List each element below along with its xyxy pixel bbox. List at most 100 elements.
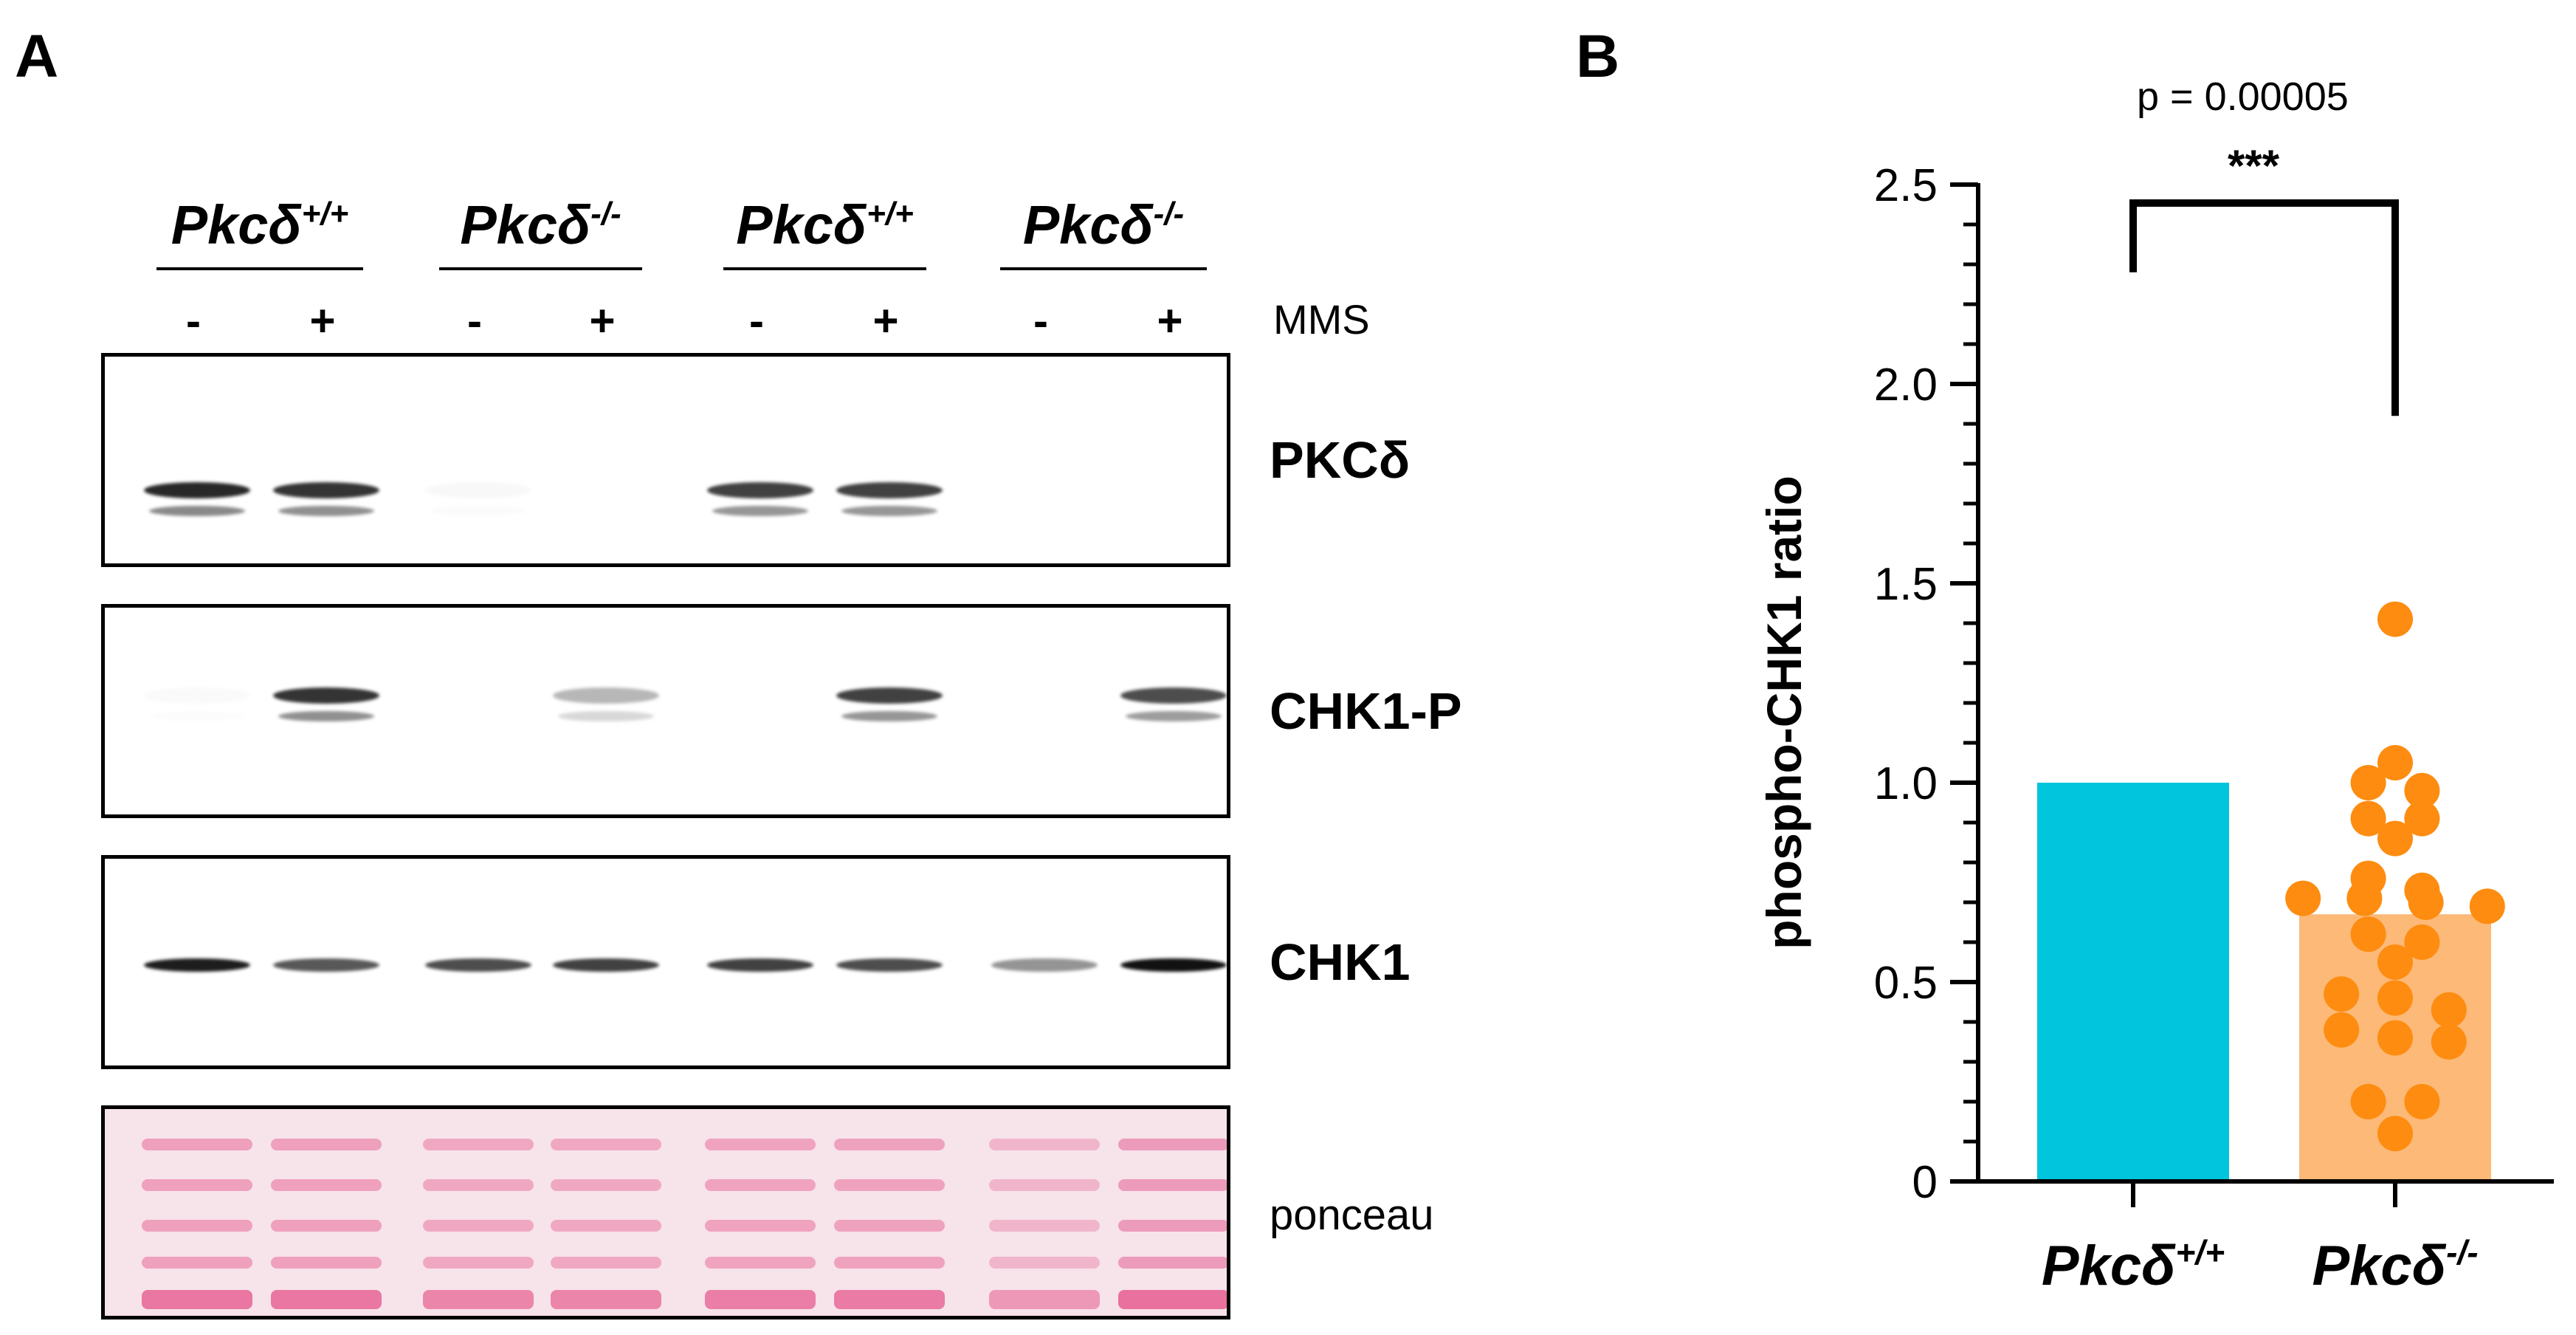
ponceau-band xyxy=(989,1290,1100,1309)
genotype-label: Pkcδ+/+ xyxy=(156,193,363,256)
protein-band xyxy=(836,482,943,498)
protein-band-lower xyxy=(841,506,937,516)
genotype-name: Pkcδ xyxy=(460,194,591,255)
ponceau-band xyxy=(142,1257,252,1269)
panel-letter-b: B xyxy=(1576,23,1620,90)
data-point xyxy=(2346,880,2383,916)
protein-band xyxy=(991,958,1098,972)
ponceau-band xyxy=(423,1257,534,1269)
data-point xyxy=(2404,772,2440,809)
protein-band-lower xyxy=(149,506,245,516)
mms-treatment-sign: + xyxy=(309,296,336,346)
genotype-underline xyxy=(723,267,926,270)
ponceau-band xyxy=(271,1179,382,1191)
blot-strip xyxy=(101,604,1230,818)
protein-band-lower xyxy=(841,711,937,721)
ponceau-band xyxy=(423,1290,534,1309)
y-tick-label: 2.0 xyxy=(1874,360,1938,411)
data-point xyxy=(2350,800,2386,837)
blot-strip xyxy=(101,353,1230,567)
genotype-label: Pkcδ+/+ xyxy=(723,193,926,256)
significance-bracket xyxy=(2129,199,2399,416)
protein-band xyxy=(144,482,250,498)
protein-band-lower xyxy=(558,711,654,721)
ponceau-band xyxy=(142,1179,252,1191)
ponceau-band xyxy=(1118,1179,1227,1191)
ponceau-band xyxy=(271,1257,382,1269)
data-point xyxy=(2404,1084,2440,1119)
y-tick-label: 1.0 xyxy=(1874,758,1938,809)
category-superscript: -/- xyxy=(2446,1233,2478,1271)
protein-band xyxy=(1120,958,1227,972)
protein-band xyxy=(273,482,379,498)
ponceau-band xyxy=(271,1290,382,1309)
ponceau-band xyxy=(989,1220,1100,1232)
data-point xyxy=(2431,1024,2467,1060)
ponceau-band xyxy=(551,1290,661,1309)
data-point xyxy=(2324,1012,2360,1048)
protein-band-lower xyxy=(278,711,374,721)
ponceau-band xyxy=(423,1139,534,1150)
protein-band xyxy=(1120,687,1227,704)
data-point xyxy=(2404,924,2440,960)
data-point xyxy=(2377,820,2413,857)
data-point xyxy=(2324,976,2360,1012)
genotype-underline xyxy=(156,267,363,270)
mms-treatment-sign: - xyxy=(749,296,764,346)
genotype-underline xyxy=(439,267,642,270)
x-category-label: Pkcδ+/+ xyxy=(2042,1233,2225,1297)
protein-band xyxy=(144,958,250,972)
data-point xyxy=(2377,601,2413,637)
ponceau-band xyxy=(142,1290,252,1309)
x-category-label: Pkcδ-/- xyxy=(2312,1233,2478,1297)
data-point xyxy=(2377,944,2413,980)
ponceau-label: ponceau xyxy=(1270,1191,1434,1239)
ponceau-band xyxy=(271,1139,382,1150)
y-axis-title: phospho-CHK1 ratio xyxy=(1757,476,1811,950)
p-value-label: p = 0.00005 xyxy=(2137,75,2349,119)
data-point xyxy=(2404,800,2440,837)
genotype-label: Pkcδ-/- xyxy=(1000,193,1207,256)
protein-band-lower xyxy=(278,506,374,516)
data-point xyxy=(2377,980,2413,1016)
mms-treatment-sign: + xyxy=(1157,296,1183,346)
genotype-label: Pkcδ-/- xyxy=(439,193,642,256)
genotype-superscript: -/- xyxy=(1153,196,1185,232)
ponceau-band xyxy=(834,1290,945,1309)
mms-treatment-sign: + xyxy=(872,296,899,346)
data-point xyxy=(2408,885,2444,920)
data-point xyxy=(2377,1116,2413,1152)
blot-row-label: CHK1 xyxy=(1270,933,1411,991)
mms-treatment-sign: - xyxy=(1033,296,1048,346)
ponceau-band xyxy=(989,1139,1100,1150)
ponceau-band xyxy=(551,1139,661,1150)
ponceau-band xyxy=(142,1139,252,1150)
genotype-superscript: +/+ xyxy=(301,196,349,232)
ponceau-band xyxy=(271,1220,382,1232)
mms-treatment-sign: + xyxy=(589,296,616,346)
significance-stars: *** xyxy=(2228,141,2280,191)
data-point xyxy=(2350,1084,2386,1119)
data-point xyxy=(2377,745,2413,780)
ponceau-band xyxy=(551,1179,661,1191)
ponceau-band xyxy=(1118,1290,1227,1309)
ponceau-band xyxy=(142,1220,252,1232)
data-point xyxy=(2350,765,2386,800)
blot-row-label: CHK1-P xyxy=(1270,682,1462,740)
protein-band xyxy=(836,687,943,704)
mms-treatment-sign: - xyxy=(186,296,201,346)
bar xyxy=(2037,783,2229,1181)
protein-band xyxy=(273,958,379,972)
category-superscript: +/+ xyxy=(2176,1233,2225,1271)
ponceau-band xyxy=(705,1290,816,1309)
ponceau-band xyxy=(705,1257,816,1269)
ponceau-band xyxy=(705,1179,816,1191)
protein-band-lower xyxy=(1126,711,1222,721)
ponceau-band xyxy=(1118,1220,1227,1232)
y-tick-label: 0 xyxy=(1912,1157,1938,1208)
ponceau-band xyxy=(989,1179,1100,1191)
ponceau-stain-blot xyxy=(101,1105,1230,1319)
ponceau-band xyxy=(423,1220,534,1232)
mms-label: MMS xyxy=(1273,296,1370,343)
